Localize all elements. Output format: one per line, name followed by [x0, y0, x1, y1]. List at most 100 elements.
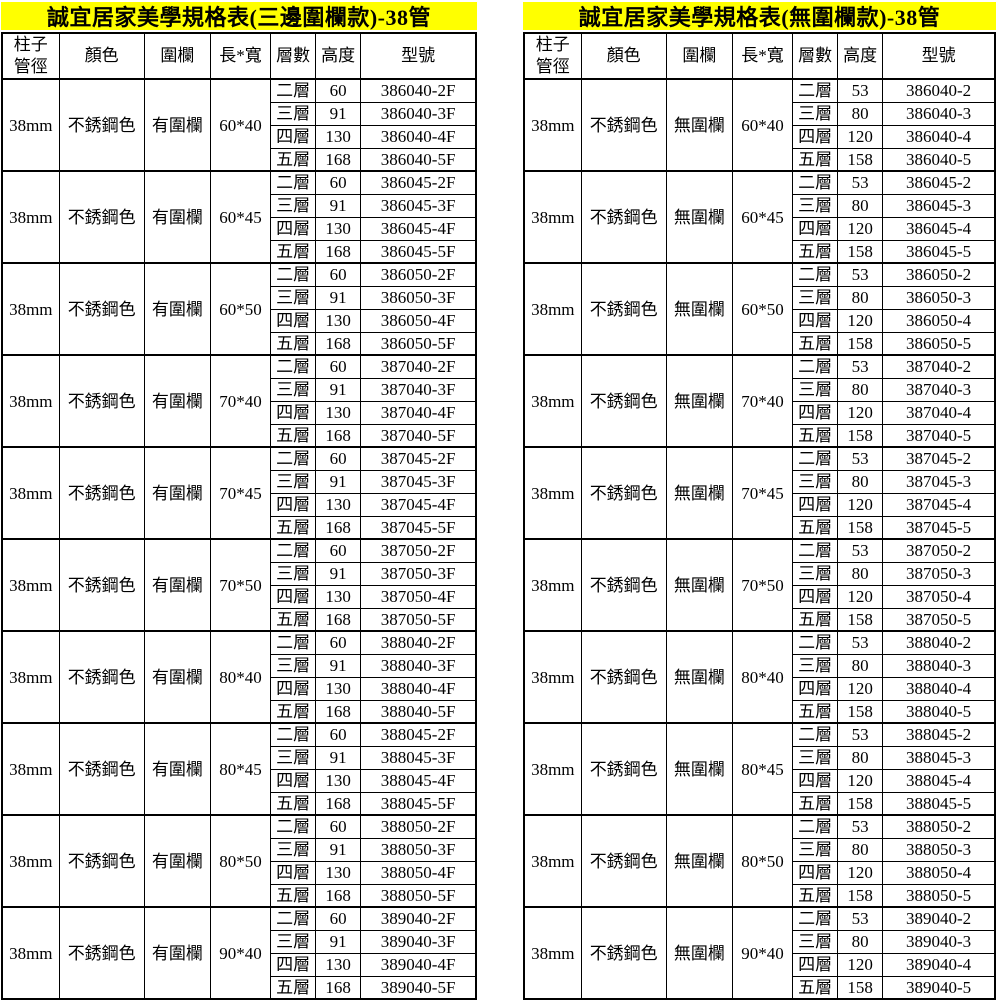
table-title-unfenced: 誠宜居家美學規格表(無圍欄款)-38管: [523, 2, 996, 30]
spec-row: 四層 130 387050-4F: [2, 584, 477, 609]
height-cell: 168: [315, 239, 362, 264]
layers-cell: 三層: [270, 285, 317, 310]
layers-cell: 五層: [270, 791, 317, 816]
size-cell: 90*40: [731, 906, 794, 1000]
height-cell: 80: [837, 285, 884, 310]
layers-cell: 五層: [270, 331, 317, 356]
model-cell: 386050-3: [882, 285, 996, 310]
size-cell: 80*50: [209, 814, 272, 908]
layers-cell: 四層: [792, 768, 839, 793]
spec-row: 38mm 不銹鋼色 無圍欄 60*50 二層 53 386050-2: [523, 262, 996, 356]
layers-cell: 四層: [270, 584, 317, 609]
size-cell: 70*40: [731, 354, 794, 448]
pipe-diameter-cell: 38mm: [523, 722, 582, 816]
height-cell: 130: [315, 584, 362, 609]
size-cell: 70*50: [209, 538, 272, 632]
layers-cell: 三層: [270, 193, 317, 218]
fence-cell: 無圍欄: [665, 630, 733, 724]
pipe-diameter-cell: 38mm: [523, 170, 582, 264]
layers-cell: 四層: [270, 216, 317, 241]
height-cell: 158: [837, 515, 884, 540]
height-cell: 120: [837, 216, 884, 241]
size-cell: 70*40: [209, 354, 272, 448]
height-cell: 53: [837, 446, 884, 471]
header-row: 柱子管徑 顏色 圍欄 長*寬 層數 高度 型號: [523, 32, 996, 80]
height-cell: 91: [315, 469, 362, 494]
column-header-model: 型號: [360, 32, 477, 80]
layers-cell: 三層: [270, 377, 317, 402]
column-header-layers: 層數: [270, 32, 317, 80]
pipe-diameter-cell: 38mm: [523, 78, 582, 172]
model-cell: 388040-5: [882, 699, 996, 724]
pipe-diameter-cell: 38mm: [1, 906, 60, 1000]
height-cell: 91: [315, 101, 362, 126]
fence-cell: 有圍欄: [143, 446, 211, 540]
height-cell: 130: [315, 124, 362, 149]
model-cell: 388040-3F: [360, 653, 477, 678]
model-cell: 389040-5: [882, 975, 996, 1000]
model-cell: 386050-2: [882, 262, 996, 287]
height-cell: 80: [837, 469, 884, 494]
layers-cell: 三層: [270, 469, 317, 494]
layers-cell: 三層: [270, 745, 317, 770]
spec-row: 38mm 不銹鋼色 無圍欄 60*40 二層 53 386040-2: [523, 78, 996, 172]
size-cell: 60*40: [731, 78, 794, 172]
size-cell: 60*45: [731, 170, 794, 264]
pipe-diameter-cell: 38mm: [1, 446, 60, 540]
layers-cell: 四層: [792, 584, 839, 609]
size-cell: 70*45: [731, 446, 794, 540]
model-cell: 388040-5F: [360, 699, 477, 724]
spec-row: 38mm 不銹鋼色 有圍欄 80*40 二層 60 388040-2F: [1, 630, 477, 724]
model-cell: 386040-5: [882, 147, 996, 172]
layers-cell: 五層: [270, 423, 317, 448]
height-cell: 130: [315, 860, 362, 885]
layers-cell: 五層: [792, 331, 839, 356]
layers-cell: 二層: [270, 538, 317, 563]
height-cell: 158: [837, 607, 884, 632]
layers-cell: 二層: [792, 630, 839, 655]
color-cell: 不銹鋼色: [58, 262, 145, 356]
spec-row: 三層 80 386050-3: [524, 285, 996, 310]
model-cell: 387050-2F: [360, 538, 477, 563]
model-cell: 387040-3F: [360, 377, 477, 402]
layers-cell: 五層: [270, 883, 317, 908]
model-cell: 386040-3F: [360, 101, 477, 126]
height-cell: 53: [837, 814, 884, 839]
model-cell: 387045-2F: [360, 446, 477, 471]
layers-cell: 三層: [270, 929, 317, 954]
spec-row: 四層 130 386045-4F: [2, 216, 477, 241]
layers-cell: 二層: [792, 354, 839, 379]
layers-cell: 二層: [270, 78, 317, 103]
spec-row: 38mm 不銹鋼色 有圍欄 70*40 二層 60 387040-2F: [1, 354, 477, 448]
spec-row: 五層 168 387045-5F: [2, 515, 477, 540]
color-cell: 不銹鋼色: [58, 170, 145, 264]
layers-cell: 四層: [270, 860, 317, 885]
model-cell: 388050-2: [882, 814, 996, 839]
fence-cell: 有圍欄: [143, 722, 211, 816]
height-cell: 158: [837, 791, 884, 816]
height-cell: 120: [837, 124, 884, 149]
height-cell: 91: [315, 929, 362, 954]
layers-cell: 二層: [792, 262, 839, 287]
table-header: 柱子管徑 顏色 圍欄 長*寬 層數 高度 型號: [1, 32, 477, 80]
layers-cell: 二層: [270, 170, 317, 195]
spec-row: 五層 158 386045-5: [524, 239, 996, 264]
height-cell: 130: [315, 768, 362, 793]
layers-cell: 二層: [270, 722, 317, 747]
height-cell: 80: [837, 561, 884, 586]
layers-cell: 五層: [792, 239, 839, 264]
layers-cell: 五層: [792, 975, 839, 1000]
layers-cell: 四層: [792, 124, 839, 149]
size-cell: 80*45: [731, 722, 794, 816]
model-cell: 387050-4F: [360, 584, 477, 609]
spec-row: 三層 80 386040-3: [524, 101, 996, 126]
model-cell: 387050-3F: [360, 561, 477, 586]
color-cell: 不銹鋼色: [580, 170, 667, 264]
height-cell: 120: [837, 308, 884, 333]
spec-row: 38mm 不銹鋼色 無圍欄 70*50 二層 53 387050-2: [523, 538, 996, 632]
layers-cell: 四層: [270, 768, 317, 793]
model-cell: 388050-4F: [360, 860, 477, 885]
pipe-diameter-cell: 38mm: [523, 538, 582, 632]
model-cell: 386040-2: [882, 78, 996, 103]
model-cell: 388050-3: [882, 837, 996, 862]
